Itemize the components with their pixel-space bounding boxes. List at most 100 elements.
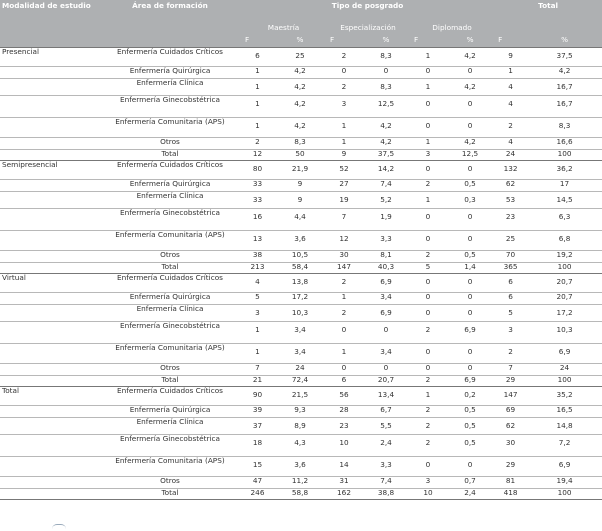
pct-cell: 6,9 xyxy=(362,273,410,293)
area-label: Enfermería Clínica xyxy=(99,304,241,322)
area-label: Enfermería Ginecobstétrica xyxy=(99,95,241,118)
freq-cell: 0 xyxy=(410,343,446,364)
pct-cell: 16,7 xyxy=(527,95,602,118)
table-row: Enfermería Quirúrgica 33 9 27 7,4 2 0,5 62 17 xyxy=(0,179,602,192)
pct-cell: 3,3 xyxy=(362,456,410,477)
pct-cell: 8,3 xyxy=(362,47,410,67)
pct-cell: 0 xyxy=(446,160,495,180)
freq-cell: 0 xyxy=(410,292,446,305)
freq-cell: 0 xyxy=(326,363,362,376)
pct-cell: 20,7 xyxy=(527,273,602,293)
modalidad-label: Total xyxy=(0,386,99,406)
freq-cell: 21 xyxy=(241,375,274,387)
pct-cell: 10,3 xyxy=(527,321,602,344)
table-row: Total 213 58,4 147 40,3 5 1,4 365 100 xyxy=(0,262,602,274)
header-especializacion: Especialización xyxy=(326,21,410,34)
freq-cell: 3 xyxy=(410,149,446,161)
pct-cell: 1,4 xyxy=(446,262,495,274)
pct-cell: 21,9 xyxy=(274,160,326,180)
freq-cell: 31 xyxy=(326,476,362,489)
freq-cell: 19 xyxy=(326,191,362,209)
pct-cell: 0 xyxy=(446,230,495,251)
pct-cell: 6,3 xyxy=(527,208,602,231)
pct-cell: 0,5 xyxy=(446,250,495,263)
pct-cell: 0,5 xyxy=(446,405,495,418)
freq-cell: 6 xyxy=(494,292,528,305)
area-label: Total xyxy=(99,375,241,387)
pct-cell: 17,2 xyxy=(527,304,602,322)
pct-cell: 3,4 xyxy=(274,343,326,364)
pct-cell: 0,7 xyxy=(446,476,495,489)
table-row: Enfermería Ginecobstétrica 1 3,4 0 0 2 6,9 3 10,… xyxy=(0,321,602,344)
freq-cell: 53 xyxy=(494,191,528,209)
header-tipo-posgrado: Tipo de posgrado xyxy=(241,0,495,21)
freq-cell: 10 xyxy=(326,434,362,457)
pct-cell: 0 xyxy=(446,117,495,138)
freq-cell: 0 xyxy=(410,304,446,322)
freq-cell: 70 xyxy=(494,250,528,263)
area-label: Otros xyxy=(99,137,241,150)
pct-cell: 100 xyxy=(527,149,602,161)
pct-cell: 2,4 xyxy=(446,488,495,500)
freq-cell: 4 xyxy=(494,137,528,150)
freq-cell: 1 xyxy=(241,78,274,96)
pct-cell: 4,2 xyxy=(274,66,326,79)
table-row: Enfermería Ginecobstétrica 16 4,4 7 1,9 0 0 23 6… xyxy=(0,208,602,231)
pct-cell: 58,8 xyxy=(274,488,326,500)
pct-cell: 0,3 xyxy=(446,191,495,209)
freq-cell: 1 xyxy=(494,66,528,79)
freq-cell: 30 xyxy=(326,250,362,263)
table-row: Total 12 50 9 37,5 3 12,5 24 100 xyxy=(0,149,602,161)
area-label: Enfermería Cuidados Críticos xyxy=(99,386,241,406)
pct-cell: 7,2 xyxy=(527,434,602,457)
pct-cell: 72,4 xyxy=(274,375,326,387)
posgrado-table: Modalidad de estudio Área de formación T… xyxy=(0,0,602,500)
freq-cell: 3 xyxy=(410,476,446,489)
freq-cell: 9 xyxy=(326,149,362,161)
pct-cell: 9 xyxy=(274,191,326,209)
pct-cell: 36,2 xyxy=(527,160,602,180)
pct-cell: 3,6 xyxy=(274,230,326,251)
header-pct: % xyxy=(446,34,495,48)
freq-cell: 33 xyxy=(241,179,274,192)
pct-cell: 0 xyxy=(362,66,410,79)
freq-cell: 1 xyxy=(326,292,362,305)
freq-cell: 147 xyxy=(326,262,362,274)
table-body: Presencial Enfermería Cuidados Críticos 6 2… xyxy=(0,47,602,500)
freq-cell: 80 xyxy=(241,160,274,180)
freq-cell: 2 xyxy=(410,250,446,263)
freq-cell: 6 xyxy=(494,273,528,293)
freq-cell: 5 xyxy=(410,262,446,274)
freq-cell: 13 xyxy=(241,230,274,251)
freq-cell: 1 xyxy=(326,343,362,364)
pct-cell: 100 xyxy=(527,375,602,387)
modalidad-label: Presencial xyxy=(0,47,99,67)
pct-cell: 7,4 xyxy=(362,476,410,489)
header-maestria: Maestría xyxy=(241,21,326,34)
pct-cell: 9,3 xyxy=(274,405,326,418)
freq-cell: 213 xyxy=(241,262,274,274)
pct-cell: 19,2 xyxy=(527,250,602,263)
header-f: F xyxy=(410,34,446,48)
freq-cell: 14 xyxy=(326,456,362,477)
pct-cell: 8,3 xyxy=(274,137,326,150)
pct-cell: 2,4 xyxy=(362,434,410,457)
pct-cell: 0 xyxy=(446,292,495,305)
pct-cell: 0,5 xyxy=(446,434,495,457)
header-pct: % xyxy=(274,34,326,48)
pct-cell: 0 xyxy=(362,363,410,376)
pct-cell: 16,5 xyxy=(527,405,602,418)
header-diplomado: Diplomado xyxy=(410,21,495,34)
pct-cell: 0 xyxy=(446,66,495,79)
freq-cell: 5 xyxy=(241,292,274,305)
pct-cell: 16,7 xyxy=(527,78,602,96)
header-modalidad: Modalidad de estudio xyxy=(0,0,99,21)
freq-cell: 6 xyxy=(241,47,274,67)
freq-cell: 2 xyxy=(494,343,528,364)
freq-cell: 1 xyxy=(241,343,274,364)
freq-cell: 3 xyxy=(494,321,528,344)
freq-cell: 2 xyxy=(410,321,446,344)
table-row: Enfermería Ginecobstétrica 18 4,3 10 2,4 2 0,5… xyxy=(0,434,602,457)
freq-cell: 62 xyxy=(494,417,528,435)
pct-cell: 0,2 xyxy=(446,386,495,406)
